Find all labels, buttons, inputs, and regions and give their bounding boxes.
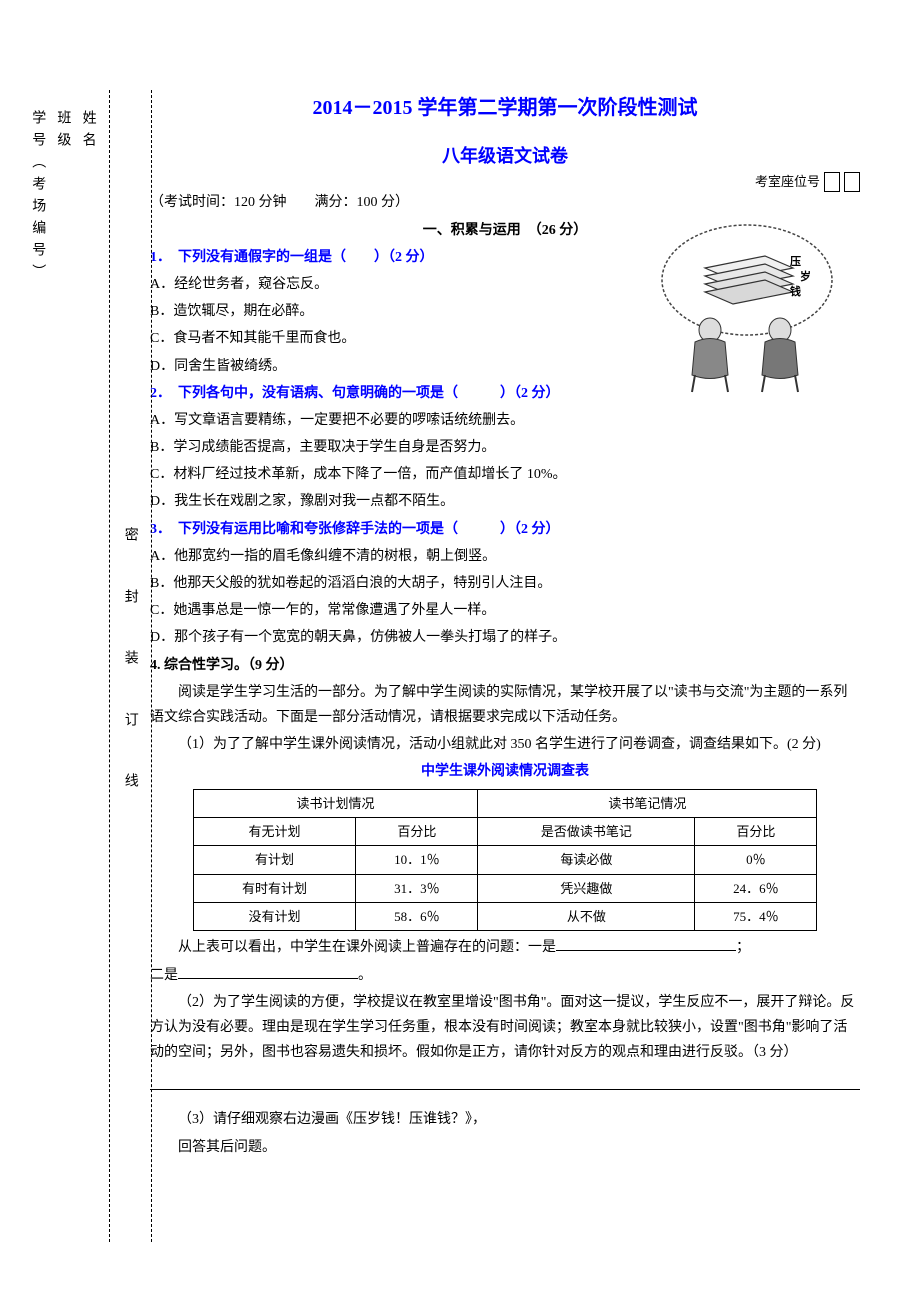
- q4-part1: （1）为了了解中学生课外阅读情况，活动小组就此对 350 名学生进行了问卷调查，…: [150, 732, 860, 757]
- table-cell: 每读必做: [478, 846, 695, 874]
- q2-option-b: B．学习成绩能否提高，主要取决于学生自身是否努力。: [150, 435, 860, 460]
- cartoon-text-left: 压: [790, 254, 801, 268]
- dotted-line-left: [109, 90, 110, 1242]
- table-row: 有无计划 百分比 是否做读书笔记 百分比: [193, 817, 817, 845]
- q4-intro: 阅读是学生学习生活的一部分。为了解中学生阅读的实际情况，某学校开展了以"读书与交…: [150, 680, 860, 730]
- table-cell: 有计划: [193, 846, 356, 874]
- seat-number-box: 考室座位号: [755, 170, 860, 193]
- table-header: 读书计划情况: [193, 789, 478, 817]
- main-title: 2014－2015 学年第二学期第一次阶段性测试: [150, 90, 860, 126]
- name-label: 姓名: [75, 110, 100, 1222]
- q3-option-a: A．他那宽约一指的眉毛像纠缠不清的树根，朝上倒竖。: [150, 544, 860, 569]
- q3-stem: 3． 下列没有运用比喻和夸张修辞手法的一项是（ ）（2 分）: [150, 517, 860, 542]
- table-row: 读书计划情况 读书笔记情况: [193, 789, 817, 817]
- seat-digit-box[interactable]: [844, 172, 860, 192]
- table-row: 有时有计划 31．3％ 凭兴趣做 24．6％: [193, 874, 817, 902]
- table-cell: 10．1％: [356, 846, 478, 874]
- q2-option-c: C．材料厂经过技术革新，成本下降了一倍，而产值却增长了 10%。: [150, 462, 860, 487]
- table-cell: 从不做: [478, 903, 695, 931]
- survey-table-title: 中学生课外阅读情况调查表: [150, 759, 860, 784]
- q3-option-b: B．他那天父般的犹如卷起的滔滔白浪的大胡子，特别引人注目。: [150, 571, 860, 596]
- table-row: 没有计划 58．6％ 从不做 75．4％: [193, 903, 817, 931]
- seat-label: 考室座位号: [755, 170, 820, 193]
- table-cell: 是否做读书笔记: [478, 817, 695, 845]
- q3-option-d: D．那个孩子有一个宽宽的朝天鼻，仿佛被人一拳头打塌了的样子。: [150, 625, 860, 650]
- seat-digit-box[interactable]: [824, 172, 840, 192]
- table-cell: 没有计划: [193, 903, 356, 931]
- table-cell: 凭兴趣做: [478, 874, 695, 902]
- dotted-line-right: [151, 90, 152, 1242]
- binding-margin: 姓名 班级 学号（考场编号） 密 封 装 订 线: [25, 90, 135, 1242]
- q2-option-a: A．写文章语言要精练，一定要把不必要的啰嗦话统统删去。: [150, 408, 860, 433]
- sub-title: 八年级语文试卷: [150, 140, 860, 172]
- table-row: 有计划 10．1％ 每读必做 0％: [193, 846, 817, 874]
- table-cell: 75．4％: [695, 903, 817, 931]
- table-cell: 31．3％: [356, 874, 478, 902]
- fill-blank[interactable]: [556, 937, 736, 951]
- table-cell: 24．6％: [695, 874, 817, 902]
- q4-conclusion-2: 二是。: [150, 963, 860, 988]
- table-cell: 百分比: [356, 817, 478, 845]
- survey-table: 读书计划情况 读书笔记情况 有无计划 百分比 是否做读书笔记 百分比 有计划 1…: [193, 789, 818, 932]
- q4-stem: 4. 综合性学习。（9 分）: [150, 653, 860, 678]
- svg-text:钱: 钱: [790, 284, 801, 298]
- id-label: 学号（考场编号）: [25, 110, 50, 1222]
- cartoon-illustration: 压 岁 钱: [635, 210, 860, 400]
- svg-text:岁: 岁: [800, 269, 811, 283]
- q2-option-d: D．我生长在戏剧之家，豫剧对我一点都不陌生。: [150, 489, 860, 514]
- table-cell: 0％: [695, 846, 817, 874]
- class-label: 班级: [50, 110, 75, 1222]
- answer-line[interactable]: [150, 1073, 860, 1090]
- table-cell: 58．6％: [356, 903, 478, 931]
- q4-part2: （2）为了学生阅读的方便，学校提议在教室里增设"图书角"。面对这一提议，学生反应…: [150, 990, 860, 1066]
- seal-line-text: 密 封 装 订 线: [118, 90, 143, 1242]
- q4-conclusion: 从上表可以看出，中学生在课外阅读上普遍存在的问题：一是；: [150, 935, 860, 960]
- fill-blank[interactable]: [178, 965, 358, 979]
- table-cell: 有时有计划: [193, 874, 356, 902]
- table-cell: 有无计划: [193, 817, 356, 845]
- student-info-vertical: 姓名 班级 学号（考场编号）: [25, 90, 101, 1242]
- q4-part3-cont: 回答其后问题。: [150, 1135, 860, 1160]
- q3-option-c: C．她遇事总是一惊一乍的，常常像遭遇了外星人一样。: [150, 598, 860, 623]
- q4-part3: （3）请仔细观察右边漫画《压岁钱！压谁钱？》，: [150, 1107, 860, 1132]
- table-cell: 百分比: [695, 817, 817, 845]
- table-header: 读书笔记情况: [478, 789, 817, 817]
